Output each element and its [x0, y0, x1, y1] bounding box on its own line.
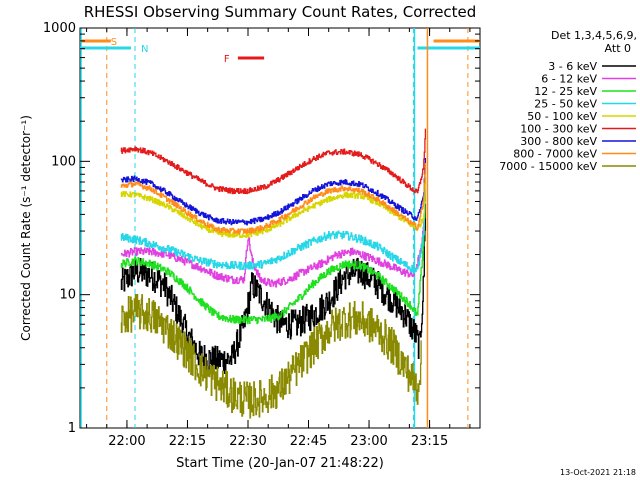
legend-entry-label: 300 - 800 keV — [520, 135, 597, 148]
plot-area: S N F 22:00 22:15 22:30 22:45 23:00 23:15 1 10 10… — [43, 21, 481, 449]
x-tick-label: 22:30 — [229, 434, 266, 449]
x-tick-label: 22:15 — [169, 434, 206, 449]
saa-flag-label: S — [111, 37, 117, 48]
series-layer — [120, 128, 427, 419]
legend-entry-label: 7000 - 15000 keV — [499, 160, 597, 173]
legend-header-line-1: Det 1,3,4,5,6,9, — [551, 29, 637, 42]
legend-header-line-2: Att 0 — [605, 42, 631, 55]
series-line — [120, 163, 427, 235]
series-line — [120, 158, 427, 226]
footer-date: 13-Oct-2021 21:18 — [560, 468, 636, 477]
y-tick-label: 1 — [68, 421, 76, 436]
series-line — [120, 203, 427, 375]
y-tick-label: 10 — [59, 288, 76, 303]
series-line — [120, 176, 427, 274]
x-axis: 22:00 22:15 22:30 22:45 23:00 23:15 — [86, 28, 471, 449]
legend-entry-label: 3 - 6 keV — [548, 60, 597, 73]
x-tick-label: 23:00 — [350, 434, 387, 449]
legend-entry-label: 100 - 300 keV — [520, 123, 597, 136]
series-line — [120, 294, 422, 419]
legend-entry-label: 50 - 100 keV — [527, 110, 597, 123]
series-line — [120, 187, 427, 325]
legend-entry-label: 12 - 25 keV — [534, 85, 597, 98]
y-axis-label: Corrected Count Rate (s⁻¹ detector⁻¹) — [19, 115, 33, 341]
series-line — [120, 199, 427, 288]
x-tick-label: 22:00 — [108, 434, 145, 449]
series-line — [120, 128, 427, 195]
flare-flag-label: F — [224, 54, 230, 65]
series-line — [120, 178, 427, 239]
night-flag-label: N — [141, 44, 148, 55]
y-axis: 1 10 100 1000 — [43, 21, 480, 436]
plot-frame — [79, 27, 481, 429]
legend-entry-label: 6 - 12 keV — [541, 73, 597, 86]
x-tick-label: 22:45 — [290, 434, 327, 449]
y-tick-label: 100 — [51, 154, 76, 169]
chart-title: RHESSI Observing Summary Count Rates, Co… — [84, 3, 477, 21]
x-axis-label: Start Time (20-Jan-07 21:48:22) — [176, 456, 384, 471]
legend-entry-label: 800 - 7000 keV — [513, 148, 597, 161]
x-tick-label: 23:15 — [411, 434, 448, 449]
y-tick-label: 1000 — [43, 21, 76, 36]
flags-layer: S N F — [80, 28, 480, 428]
legend-entry-label: 25 - 50 keV — [534, 98, 597, 111]
